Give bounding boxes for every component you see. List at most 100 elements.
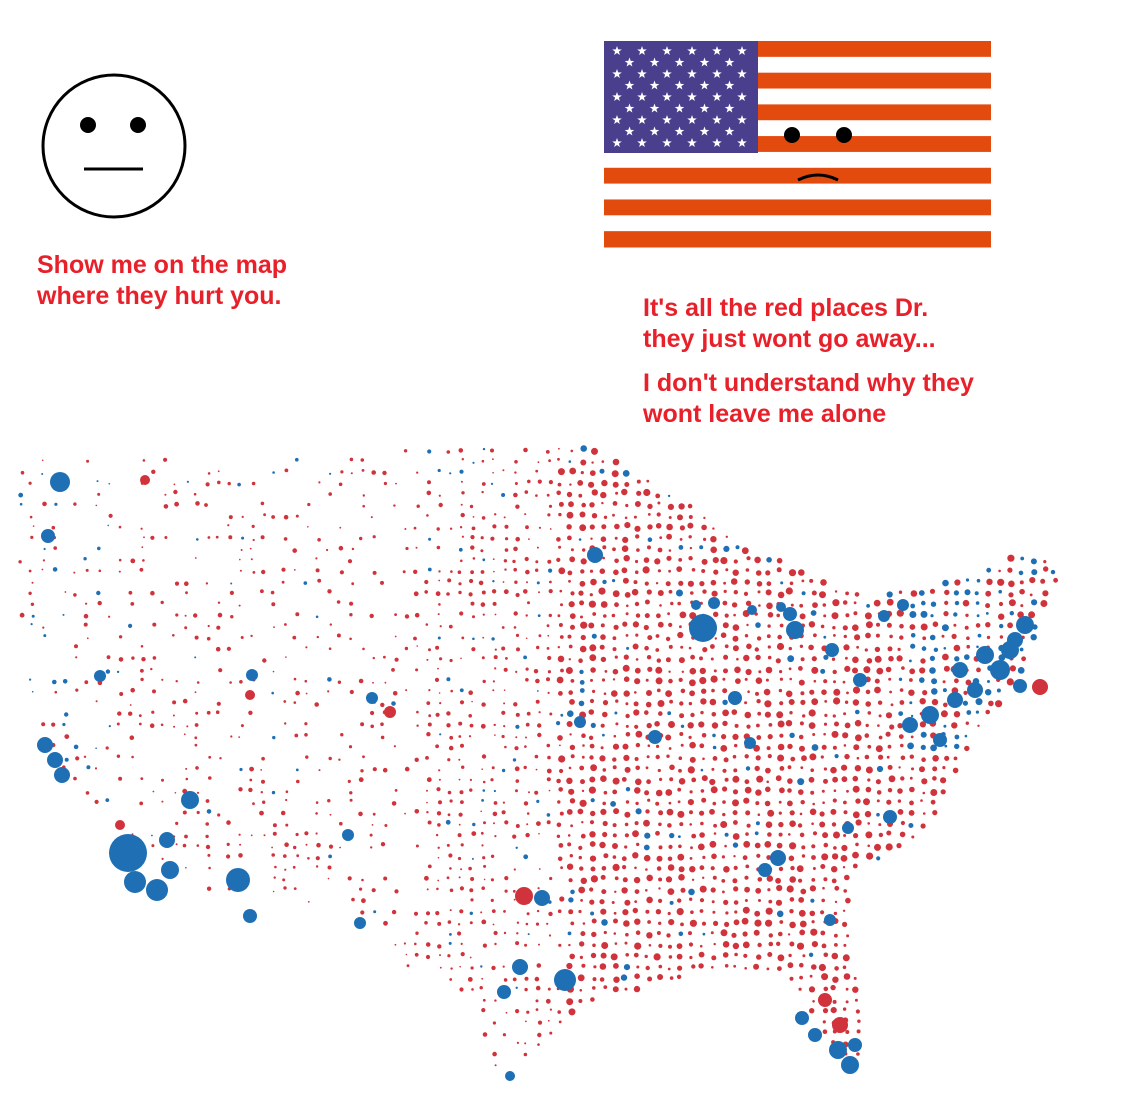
map-dot — [602, 801, 606, 806]
map-dot — [603, 985, 608, 989]
map-dot — [777, 754, 785, 762]
map-dot — [801, 591, 806, 596]
map-dot — [643, 624, 649, 631]
map-dot — [446, 450, 451, 454]
map-dot — [601, 678, 606, 682]
map-dot — [139, 801, 144, 806]
map-dot — [535, 922, 540, 926]
map-dot — [470, 535, 475, 540]
map-dot — [449, 978, 453, 981]
map-dot — [283, 537, 288, 541]
map-dot — [548, 934, 552, 937]
map-dot — [603, 692, 607, 695]
map-dot — [700, 710, 704, 715]
map-dot — [776, 602, 786, 612]
map-dot — [1053, 577, 1058, 583]
map-dot — [533, 669, 539, 674]
map-dot — [164, 536, 168, 539]
map-dot — [549, 876, 553, 881]
map-dot — [702, 589, 707, 594]
map-dot — [711, 590, 718, 597]
map-dot — [296, 779, 300, 784]
map-dot — [384, 706, 396, 718]
map-dot — [733, 855, 736, 858]
map-dot — [590, 866, 596, 872]
map-dot — [643, 557, 650, 563]
map-dot — [28, 591, 32, 595]
map-dot — [678, 677, 683, 682]
map-dot — [975, 623, 981, 628]
map-dot — [252, 571, 256, 574]
map-dot — [841, 1056, 859, 1074]
map-dot — [646, 779, 651, 785]
map-dot — [492, 811, 498, 817]
map-dot — [874, 646, 881, 653]
map-dot — [525, 832, 530, 838]
map-dot — [601, 479, 608, 487]
map-dot — [777, 634, 782, 640]
map-dot — [702, 932, 706, 936]
map-dot — [523, 801, 529, 806]
map-dot — [557, 735, 563, 741]
map-dot — [797, 778, 805, 786]
map-dot — [832, 745, 837, 750]
map-dot — [358, 777, 364, 783]
map-dot — [425, 623, 429, 626]
map-dot — [780, 581, 784, 585]
map-dot — [205, 582, 209, 585]
map-dot — [557, 614, 561, 618]
map-dot — [557, 856, 563, 862]
map-dot — [712, 756, 718, 761]
flag-caption-line-2: I don't understand why they wont leave m… — [643, 369, 974, 428]
map-dot — [216, 701, 221, 706]
map-dot — [613, 569, 619, 576]
map-dot — [854, 592, 860, 597]
map-dot — [515, 712, 520, 717]
map-dot — [578, 855, 582, 860]
map-dot — [733, 865, 738, 870]
map-dot — [18, 492, 24, 498]
map-dot — [369, 833, 373, 837]
map-dot — [305, 646, 308, 649]
map-dot — [775, 775, 782, 782]
map-dot — [874, 655, 882, 663]
map-dot — [372, 656, 375, 660]
map-dot — [677, 787, 682, 792]
map-dot — [635, 930, 641, 935]
map-dot — [812, 1000, 815, 1003]
map-dot — [216, 625, 221, 630]
map-dot — [116, 754, 121, 758]
map-dot — [503, 559, 508, 563]
map-dot — [644, 710, 649, 715]
map-dot — [1008, 592, 1014, 598]
map-dot — [469, 788, 473, 792]
map-dot — [503, 689, 506, 691]
map-dot — [116, 670, 120, 674]
map-dot — [470, 898, 474, 902]
map-dot — [823, 952, 829, 958]
map-dot — [151, 469, 156, 474]
map-dot — [689, 756, 696, 763]
map-dot — [556, 537, 561, 542]
map-dot — [790, 865, 795, 871]
map-dot — [481, 754, 487, 759]
map-dot — [778, 800, 782, 804]
map-dot — [437, 846, 440, 849]
map-dot — [845, 897, 851, 904]
map-dot — [560, 668, 564, 673]
map-dot — [765, 589, 772, 596]
map-dot — [635, 765, 640, 771]
map-dot — [768, 899, 773, 904]
map-dot — [624, 833, 630, 838]
map-dot — [205, 482, 210, 487]
map-dot — [723, 757, 729, 763]
map-dot — [204, 503, 208, 507]
map-dot — [842, 921, 848, 927]
map-dot — [458, 448, 464, 453]
map-dot — [776, 567, 782, 573]
map-dot — [647, 976, 653, 982]
map-dot — [865, 621, 873, 629]
map-dot — [491, 589, 497, 594]
map-dot — [909, 611, 917, 618]
map-dot — [439, 625, 442, 628]
